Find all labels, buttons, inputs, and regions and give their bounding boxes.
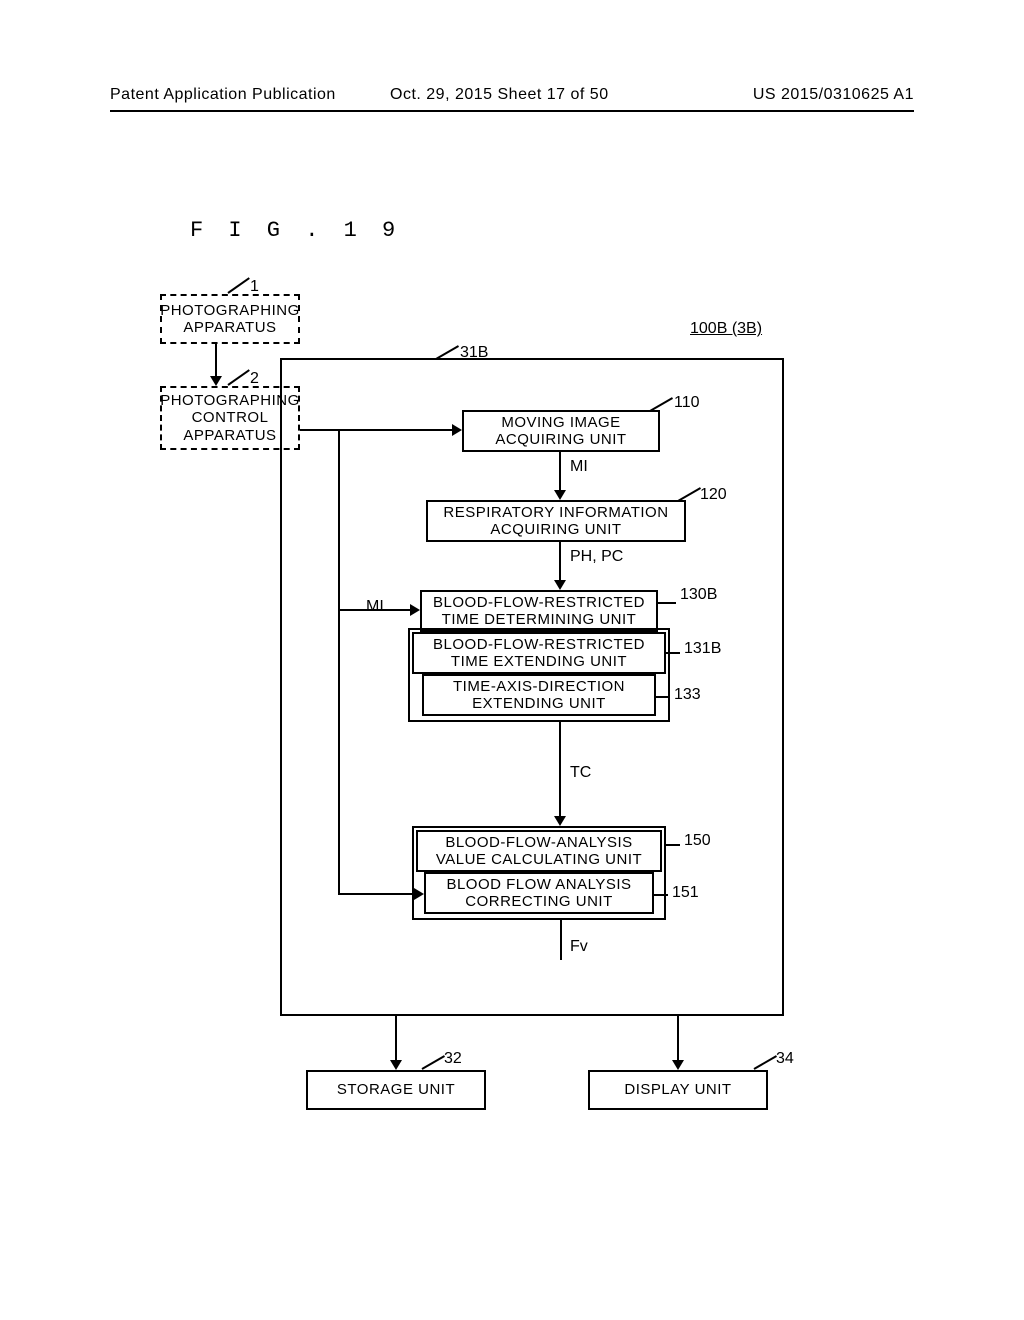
ref-1: 1 bbox=[250, 278, 259, 296]
label-tc: TC bbox=[570, 764, 591, 782]
block-text: TIME-AXIS-DIRECTION bbox=[453, 678, 625, 695]
ref-131b: 131B bbox=[684, 640, 721, 658]
stub-fv bbox=[560, 920, 562, 960]
leader-ref-150 bbox=[666, 844, 680, 846]
arrow-to-storage bbox=[390, 1016, 402, 1070]
bus-left-vertical bbox=[338, 430, 340, 894]
ref-110: 110 bbox=[674, 394, 700, 412]
ref-151: 151 bbox=[672, 884, 699, 902]
block-text: TIME DETERMINING UNIT bbox=[442, 611, 637, 628]
block-text: ACQUIRING UNIT bbox=[495, 431, 626, 448]
block-text: APPARATUS bbox=[183, 319, 276, 336]
block-text: EXTENDING UNIT bbox=[472, 695, 606, 712]
ref-120: 120 bbox=[700, 486, 727, 504]
block-text: MOVING IMAGE bbox=[501, 414, 620, 431]
block-text: BLOOD-FLOW-RESTRICTED bbox=[433, 594, 645, 611]
block-text: STORAGE UNIT bbox=[337, 1081, 455, 1098]
block-text: APPARATUS bbox=[183, 427, 276, 444]
label-ph-pc: PH, PC bbox=[570, 548, 623, 566]
block-bf-analysis-value-calculating: BLOOD-FLOW-ANALYSIS VALUE CALCULATING UN… bbox=[416, 830, 662, 872]
block-blood-flow-analysis-correcting: BLOOD FLOW ANALYSIS CORRECTING UNIT bbox=[424, 872, 654, 914]
label-mi-1: MI bbox=[570, 458, 588, 476]
page-header: Patent Application Publication Oct. 29, … bbox=[110, 86, 914, 112]
ref-130b: 130B bbox=[680, 586, 717, 604]
ref-133: 133 bbox=[674, 686, 701, 704]
block-text: DISPLAY UNIT bbox=[624, 1081, 731, 1098]
arrow-120-to-130b bbox=[554, 542, 566, 590]
block-time-axis-direction-extending: TIME-AXIS-DIRECTION EXTENDING UNIT bbox=[422, 674, 656, 716]
leader-ref-131b bbox=[666, 652, 680, 654]
block-text: TIME EXTENDING UNIT bbox=[451, 653, 627, 670]
arrow-110-to-120 bbox=[554, 452, 566, 500]
leader-ref-34 bbox=[754, 1055, 778, 1070]
arrow-2-to-110 bbox=[300, 424, 462, 436]
block-bf-restricted-time-extending: BLOOD-FLOW-RESTRICTED TIME EXTENDING UNI… bbox=[412, 632, 666, 674]
figure-canvas: 100B (3B) PHOTOGRAPHING APPARATUS 1 PHOT… bbox=[150, 290, 880, 1120]
ref-2: 2 bbox=[250, 370, 259, 388]
leader-ref-130b bbox=[658, 602, 676, 604]
arrow-1-to-2 bbox=[210, 344, 222, 386]
ref-system: 100B (3B) bbox=[690, 320, 762, 338]
block-text: CORRECTING UNIT bbox=[465, 893, 613, 910]
header-left: Patent Application Publication bbox=[110, 86, 336, 104]
page: Patent Application Publication Oct. 29, … bbox=[0, 0, 1024, 1320]
block-respiratory-info-acquiring: RESPIRATORY INFORMATION ACQUIRING UNIT bbox=[426, 500, 686, 542]
block-photographing-apparatus: PHOTOGRAPHING APPARATUS bbox=[160, 294, 300, 344]
ref-32: 32 bbox=[444, 1050, 462, 1068]
leader-ref-1 bbox=[227, 277, 249, 294]
block-text: PHOTOGRAPHING bbox=[160, 302, 300, 319]
block-text: RESPIRATORY INFORMATION bbox=[443, 504, 668, 521]
ref-150: 150 bbox=[684, 832, 711, 850]
block-text: PHOTOGRAPHING bbox=[160, 392, 300, 409]
block-moving-image-acquiring: MOVING IMAGE ACQUIRING UNIT bbox=[462, 410, 660, 452]
leader-ref-151 bbox=[654, 894, 668, 896]
figure-title: F I G . 1 9 bbox=[190, 218, 401, 243]
ref-34: 34 bbox=[776, 1050, 794, 1068]
label-fv: Fv bbox=[570, 938, 588, 956]
block-storage-unit: STORAGE UNIT bbox=[306, 1070, 486, 1110]
leader-ref-133 bbox=[656, 696, 670, 698]
ref-31b: 31B bbox=[460, 344, 488, 362]
block-bf-restricted-time-determining: BLOOD-FLOW-RESTRICTED TIME DETERMINING U… bbox=[420, 590, 658, 632]
block-display-unit: DISPLAY UNIT bbox=[588, 1070, 768, 1110]
arrow-130b-to-150 bbox=[554, 722, 566, 826]
arrow-to-display bbox=[672, 1016, 684, 1070]
bus-branch-to-151 bbox=[338, 888, 424, 900]
header-right: US 2015/0310625 A1 bbox=[753, 86, 914, 104]
block-photographing-control-apparatus: PHOTOGRAPHING CONTROL APPARATUS bbox=[160, 386, 300, 450]
block-text: BLOOD-FLOW-RESTRICTED bbox=[433, 636, 645, 653]
block-text: VALUE CALCULATING UNIT bbox=[436, 851, 642, 868]
leader-ref-2 bbox=[227, 369, 249, 386]
header-center: Oct. 29, 2015 Sheet 17 of 50 bbox=[390, 86, 609, 104]
block-text: BLOOD-FLOW-ANALYSIS bbox=[445, 834, 632, 851]
leader-ref-32 bbox=[422, 1055, 446, 1070]
block-text: CONTROL bbox=[192, 409, 269, 426]
block-text: BLOOD FLOW ANALYSIS bbox=[446, 876, 631, 893]
bus-branch-to-130b bbox=[338, 604, 420, 616]
block-text: ACQUIRING UNIT bbox=[490, 521, 621, 538]
